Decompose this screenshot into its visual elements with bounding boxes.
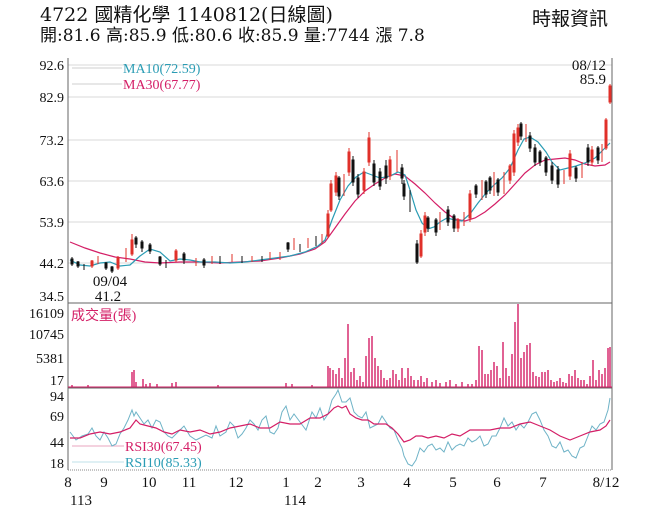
rsi-tick: 44 — [50, 436, 64, 451]
rsi30-legend: RSI30(67.45) — [125, 440, 202, 455]
price-panel: 92.6 82.9 73.2 63.6 53.9 44.2 34.5 MA10(… — [40, 58, 612, 305]
x-month-label: 8/12 — [593, 475, 620, 491]
ma30-legend: MA30(67.77) — [123, 78, 201, 93]
rsi-tick: 69 — [50, 410, 64, 425]
price-tick: 44.2 — [40, 257, 65, 272]
x-axis-labels: 8 9 10 11 12 1 2 3 4 5 6 7 8/12 113 114 — [64, 475, 619, 509]
price-tick: 73.2 — [40, 134, 65, 149]
high-date-annotation: 08/12 — [572, 58, 606, 74]
source-label: 時報資訊 — [532, 8, 609, 30]
price-gridlines — [68, 64, 612, 264]
x-month-label: 10 — [142, 475, 157, 491]
rsi-tick: 94 — [50, 390, 64, 405]
ma10-legend: MA10(72.59) — [123, 62, 201, 77]
price-tick: 34.5 — [40, 290, 65, 305]
high-value-annotation: 85.9 — [580, 72, 606, 88]
price-tick: 92.6 — [40, 59, 65, 74]
rsi-tick: 18 — [50, 457, 64, 472]
low-value-annotation: 41.2 — [95, 289, 121, 305]
x-year-label: 114 — [284, 493, 306, 509]
x-month-label: 5 — [449, 475, 457, 491]
low-date-annotation: 09/04 — [93, 274, 128, 290]
volume-tick: 10745 — [29, 328, 64, 343]
rsi10-line — [69, 388, 611, 467]
x-month-label: 7 — [539, 475, 547, 491]
x-month-label: 6 — [493, 475, 501, 491]
x-month-label: 8 — [64, 475, 72, 491]
volume-tick: 16109 — [29, 307, 64, 322]
candlesticks — [70, 84, 612, 273]
volume-tick: 5381 — [36, 352, 64, 367]
rsi-panel: 94 69 44 18 RSI30(67.45) RSI10(85.33) — [50, 388, 611, 472]
volume-panel: 16109 10745 5381 17 成交量(張) — [29, 304, 612, 389]
x-year-label: 113 — [70, 493, 92, 509]
chart-title: 4722 國精化學 1140812(日線圖) — [40, 4, 333, 26]
rsi30-line — [70, 405, 611, 443]
volume-bars — [71, 304, 611, 387]
volume-label: 成交量(張) — [71, 307, 137, 324]
ohlc-quote: 開:81.6 高:85.9 低:80.6 收:85.9 量:7744 漲 7.8 — [40, 26, 425, 46]
x-month-label: 3 — [357, 475, 365, 491]
x-month-label: 12 — [229, 475, 244, 491]
price-tick: 82.9 — [40, 91, 65, 106]
x-month-label: 9 — [100, 475, 108, 491]
x-month-label: 2 — [314, 475, 322, 491]
x-month-label: 11 — [182, 475, 196, 491]
rsi10-legend: RSI10(85.33) — [125, 456, 202, 471]
x-month-label: 1 — [282, 475, 290, 491]
price-tick: 63.6 — [40, 175, 65, 190]
price-tick: 53.9 — [40, 216, 65, 231]
volume-tick: 17 — [50, 374, 64, 389]
x-month-label: 4 — [403, 475, 411, 491]
